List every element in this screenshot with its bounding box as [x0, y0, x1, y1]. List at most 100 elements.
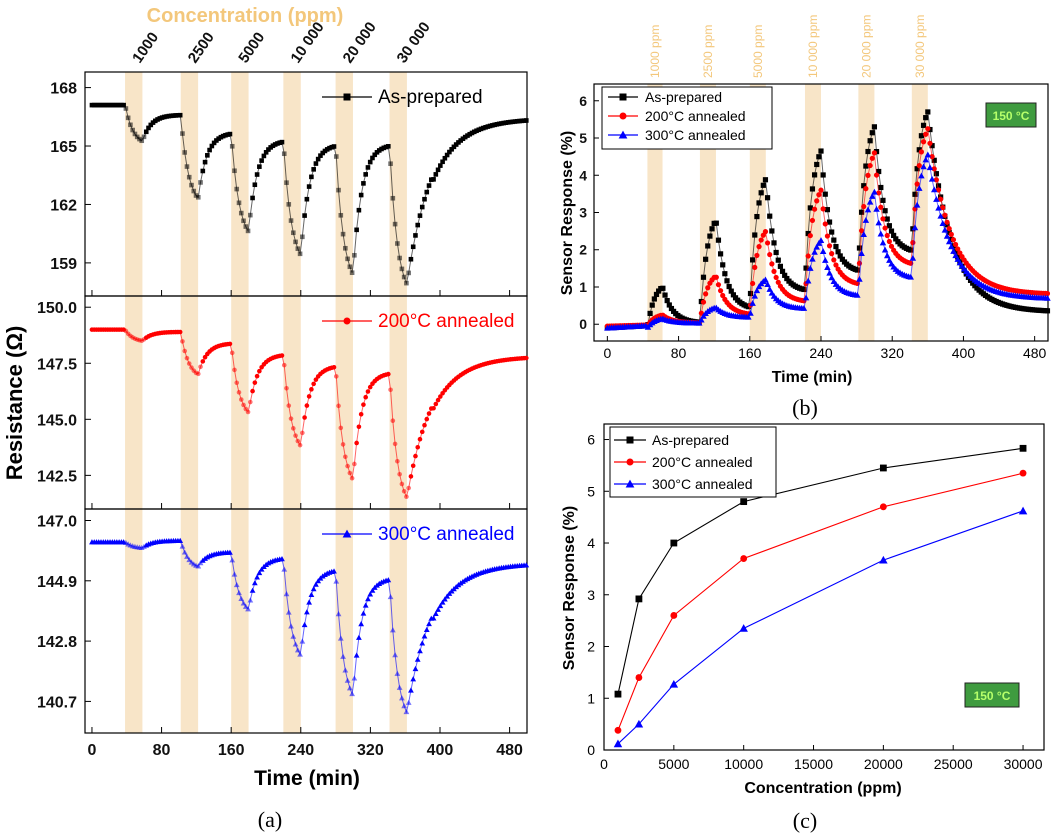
data-point [186, 556, 193, 563]
data-point [394, 670, 401, 676]
data-point [1044, 294, 1051, 301]
data-point [396, 684, 403, 690]
data-point [354, 227, 359, 233]
data-point [766, 285, 773, 292]
data-point [879, 464, 887, 472]
data-point [354, 440, 359, 446]
data-point [916, 162, 922, 169]
data-point [449, 147, 454, 152]
legend-entry: As-prepared [608, 89, 722, 105]
data-point [182, 150, 188, 155]
y-axis-title: Sensor Response (%) [561, 506, 578, 670]
data-point [460, 578, 466, 584]
data-point [767, 251, 773, 258]
data-point [241, 402, 246, 408]
x-axis-title: Time (min) [254, 767, 360, 790]
legend-marker [342, 529, 352, 538]
data-point [910, 239, 916, 246]
legend-entry: As-prepared [322, 87, 483, 108]
data-point [363, 394, 368, 400]
data-point [888, 243, 895, 249]
series-line [617, 510, 1024, 745]
data-point [177, 112, 183, 118]
data-point [342, 667, 349, 673]
data-point [304, 403, 310, 408]
data-point [775, 257, 781, 263]
data-point [920, 122, 927, 128]
data-point [256, 569, 263, 576]
data-point [858, 209, 865, 215]
data-point [414, 656, 421, 662]
data-point [809, 255, 816, 262]
data-point [705, 243, 711, 249]
data-point [715, 282, 722, 288]
data-point [132, 131, 138, 137]
data-point [207, 147, 212, 153]
data-point [200, 359, 206, 364]
data-point [879, 555, 888, 564]
data-point [814, 161, 820, 168]
x-tick-label: 400 [427, 742, 454, 759]
data-point [333, 578, 340, 584]
data-point [358, 192, 364, 198]
data-point [288, 416, 294, 421]
legend-label: 300°C annealed [378, 524, 515, 545]
data-point [668, 305, 675, 312]
x-tick-label: 480 [1023, 345, 1047, 361]
data-point [817, 237, 825, 244]
data-point [873, 172, 880, 178]
data-point [524, 118, 529, 123]
y-tick-label: 2 [587, 639, 595, 655]
data-point [352, 252, 357, 258]
series-line [607, 126, 1048, 327]
data-point [401, 488, 407, 494]
data-point [403, 708, 410, 715]
data-point [424, 416, 430, 422]
data-point [918, 172, 925, 179]
data-point [439, 599, 446, 605]
band-label: 2500 ppm [701, 25, 715, 78]
data-point [343, 454, 348, 460]
band-label: 20 000 ppm [859, 15, 873, 78]
data-point [231, 571, 238, 577]
data-point [248, 399, 253, 405]
data-point [419, 204, 425, 210]
data-point [406, 485, 411, 491]
data-point [139, 138, 145, 144]
data-point [927, 140, 933, 146]
data-point [254, 373, 260, 379]
data-point [700, 274, 707, 280]
data-point [251, 580, 258, 586]
data-point [248, 212, 253, 218]
data-point [195, 194, 201, 200]
data-point [356, 634, 362, 640]
data-point [717, 288, 724, 294]
data-point [709, 226, 715, 232]
x-axis-title: Time (min) [772, 369, 853, 386]
data-point [664, 297, 670, 304]
data-point [337, 635, 344, 641]
data-point [349, 475, 355, 481]
data-point [930, 186, 938, 193]
data-point [395, 241, 400, 246]
legend-marker [618, 130, 628, 139]
x-tick-label: 320 [357, 742, 384, 759]
x-tick-label: 400 [952, 345, 976, 361]
data-point [365, 596, 371, 602]
data-point [929, 154, 935, 160]
data-point [670, 612, 678, 619]
data-point [754, 213, 760, 220]
data-point [918, 149, 925, 155]
legend-entry: 200°C annealed [608, 108, 746, 124]
data-point [419, 429, 425, 435]
data-point [182, 348, 188, 354]
data-point [340, 442, 346, 447]
data-point [828, 274, 835, 281]
data-point [769, 261, 775, 267]
data-point [294, 647, 301, 653]
x-tick-label: 0 [88, 742, 97, 759]
data-point [315, 578, 322, 584]
y-tick-label: 3 [579, 205, 587, 221]
annotation-label: 150 °C [993, 109, 1030, 123]
data-point [347, 264, 353, 270]
